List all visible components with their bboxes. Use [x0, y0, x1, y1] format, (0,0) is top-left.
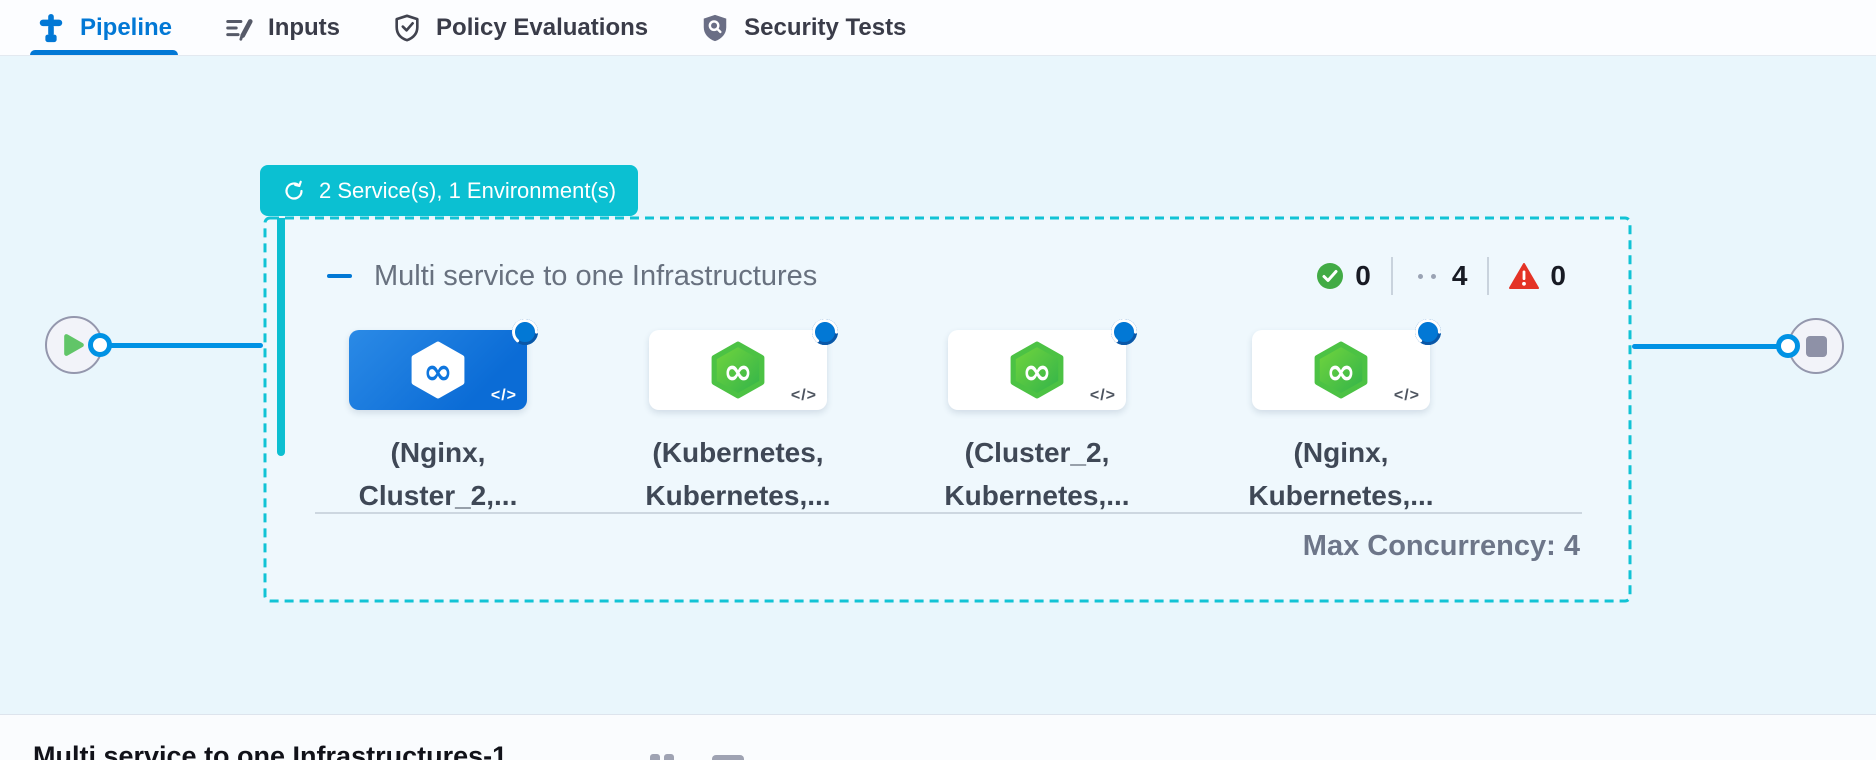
security-shield-icon — [703, 14, 727, 41]
edge-line-right — [1632, 344, 1788, 349]
stage-header: Multi service to one Infrastructures 0 4 — [327, 252, 1566, 300]
running-spinner-icon — [512, 319, 538, 345]
service-label: (Kubernetes, Kubernetes,... — [645, 437, 831, 511]
code-icon: </> — [1393, 387, 1420, 404]
service-card[interactable]: ∞ </> — [948, 319, 1137, 410]
stage-badge-label: 2 Service(s), 1 Environment(s) — [319, 177, 617, 203]
tab-bar: Pipeline Inputs Policy Evaluations — [0, 0, 1876, 56]
service-card[interactable]: ∞ </> — [349, 319, 538, 410]
svg-text:∞: ∞ — [1326, 352, 1355, 393]
tab-inputs[interactable]: Inputs — [224, 0, 340, 55]
service-hexagon-icon: ∞ — [711, 341, 765, 399]
stage-status-summary: 0 4 0 — [1316, 257, 1566, 295]
running-spinner-icon — [1111, 319, 1137, 345]
code-icon: </> — [1089, 387, 1116, 404]
svg-text:∞: ∞ — [1022, 352, 1051, 393]
execution-details-panel: Multi service to one Infrastructures-1 — [0, 714, 1876, 760]
tab-label: Policy Evaluations — [436, 13, 649, 41]
panel-action-icon[interactable] — [712, 755, 744, 760]
play-icon — [64, 334, 84, 356]
pipeline-icon — [39, 13, 63, 42]
inputs-icon — [226, 18, 253, 41]
code-icon: </> — [490, 387, 517, 404]
stage-title: Multi service to one Infrastructures — [374, 259, 818, 292]
running-count: 4 — [1451, 260, 1468, 291]
service-card[interactable]: ∞ </> — [649, 319, 838, 410]
stage-dashed-border — [263, 216, 1632, 603]
active-tab-underline — [30, 50, 179, 55]
stage-loop-badge[interactable]: 2 Service(s), 1 Environment(s) — [260, 165, 639, 216]
running-spinner-icon — [1415, 319, 1441, 345]
stage-left-accent — [277, 218, 285, 456]
edge-connector-left — [88, 333, 112, 357]
svg-text:∞: ∞ — [423, 352, 452, 393]
success-check-icon — [1317, 263, 1344, 289]
svg-text:∞: ∞ — [723, 352, 752, 393]
tab-policy-evaluations[interactable]: Policy Evaluations — [392, 0, 648, 55]
edge-line-left — [100, 343, 263, 348]
code-icon: </> — [790, 387, 817, 404]
running-spinner-icon — [812, 319, 838, 345]
policy-shield-check-icon — [395, 14, 419, 41]
pipeline-canvas: 2 Service(s), 1 Environment(s) Multi ser… — [0, 56, 1876, 714]
service-label: (Nginx, Cluster_2,... — [358, 437, 518, 511]
edge-connector-right — [1776, 334, 1800, 358]
tab-label: Security Tests — [744, 13, 907, 41]
failed-warning-icon — [1509, 263, 1540, 289]
service-hexagon-icon: ∞ — [411, 341, 465, 399]
status-divider — [1390, 257, 1393, 295]
panel-action-icon[interactable] — [664, 754, 674, 760]
service-hexagon-icon: ∞ — [1010, 341, 1064, 399]
loop-icon — [285, 180, 303, 200]
service-label: (Nginx, Kubernetes,... — [1248, 437, 1434, 511]
tab-label: Inputs — [268, 13, 341, 41]
stage-group: 2 Service(s), 1 Environment(s) Multi ser… — [260, 165, 1632, 603]
service-card[interactable]: ∞ </> — [1252, 319, 1441, 410]
status-divider — [1487, 257, 1490, 295]
service-hexagon-icon: ∞ — [1314, 341, 1368, 399]
max-concurrency-label: Max Concurrency: 4 — [1302, 530, 1580, 562]
service-label: (Cluster_2, Kubernetes,... — [944, 437, 1130, 511]
collapse-icon[interactable] — [327, 273, 352, 279]
success-count: 0 — [1355, 260, 1371, 291]
tab-security-tests[interactable]: Security Tests — [700, 0, 906, 55]
failed-count: 0 — [1550, 260, 1566, 291]
stage-footer-divider — [315, 512, 1582, 514]
stop-icon — [1805, 335, 1827, 357]
panel-action-icon[interactable] — [650, 754, 660, 760]
tab-pipeline[interactable]: Pipeline — [30, 0, 179, 55]
execution-stage-title: Multi service to one Infrastructures-1 — [33, 741, 508, 760]
running-icon — [1417, 273, 1436, 279]
tab-label: Pipeline — [80, 13, 173, 41]
